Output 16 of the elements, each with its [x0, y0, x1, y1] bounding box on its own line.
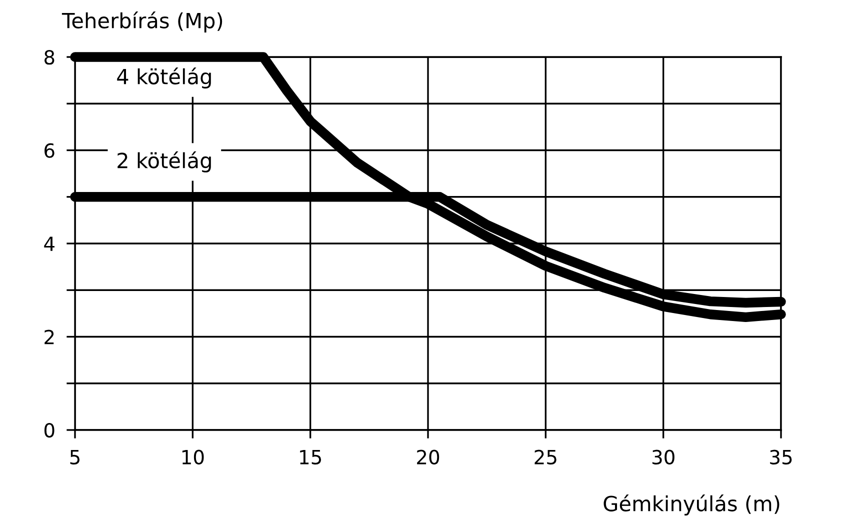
series-label: 2 kötélág — [118, 151, 211, 172]
x-tick-label: 25 — [534, 450, 556, 464]
y-tick-label: 6 — [44, 143, 54, 158]
x-tick-label: 15 — [300, 450, 322, 464]
y-tick-label: 2 — [44, 330, 54, 344]
series-label: 4 kötélág — [117, 67, 211, 88]
x-tick-label: 5 — [70, 450, 80, 464]
x-tick-label: 20 — [417, 450, 440, 464]
x-axis-title: Gémkinyúlás (m) — [604, 494, 780, 516]
x-tick-label: 35 — [770, 450, 792, 464]
y-tick-label: 0 — [44, 422, 54, 438]
y-axis-title: Teherbírás (Mp) — [62, 12, 222, 32]
y-tick-label: 4 — [44, 236, 54, 251]
y-tick-label: 8 — [44, 50, 54, 65]
x-tick-label: 10 — [182, 450, 204, 464]
x-tick-label: 30 — [652, 450, 674, 464]
